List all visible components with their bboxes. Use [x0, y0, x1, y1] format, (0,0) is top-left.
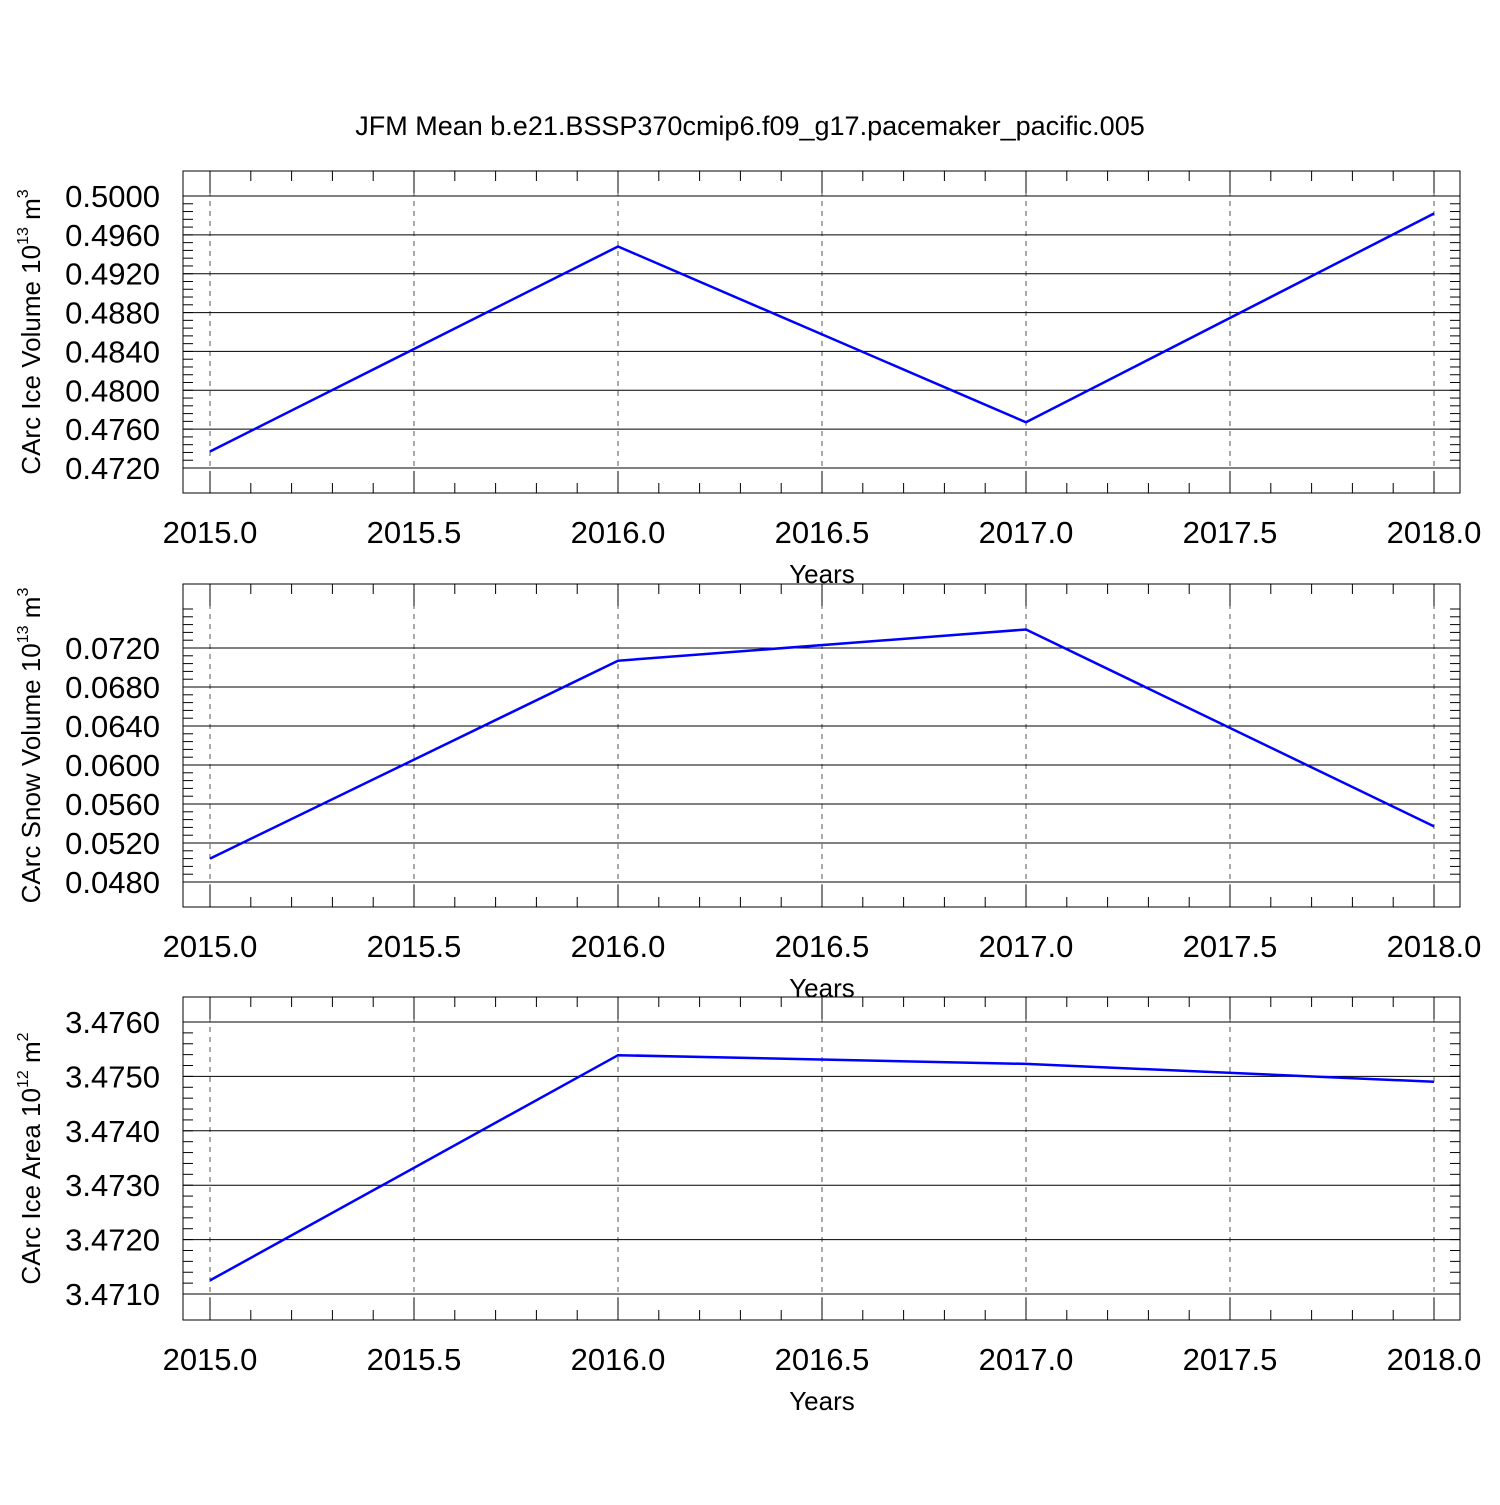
- x-tick-label: 2018.0: [1387, 515, 1482, 550]
- y-tick-label: 0.0680: [65, 670, 160, 705]
- y-tick-label: 3.4720: [65, 1223, 160, 1258]
- y-tick-label: 3.4740: [65, 1114, 160, 1149]
- y-tick-label: 0.0720: [65, 631, 160, 666]
- x-tick-label: 2016.5: [775, 1342, 870, 1377]
- y-tick-label: 0.4760: [65, 412, 160, 447]
- y-tick-label: 0.4920: [65, 257, 160, 292]
- x-tick-label: 2015.5: [367, 929, 462, 964]
- y-axis-label: CArc Ice Area 1012 m2: [15, 1032, 46, 1284]
- y-tick-label: 0.0600: [65, 748, 160, 783]
- panel-3: 2015.0 2015.5 2016.0 2016.5 2017.0 2017.5 2018…: [15, 997, 1481, 1416]
- x-tick-label: 2018.0: [1387, 1342, 1482, 1377]
- y-axis-label: CArc Ice Volume 1013 m3: [15, 189, 46, 474]
- y-tick-label: 3.4710: [65, 1277, 160, 1312]
- y-tick-label: 0.4720: [65, 451, 160, 486]
- x-tick-label: 2015.5: [367, 1342, 462, 1377]
- y-tick-label: 0.4840: [65, 334, 160, 369]
- chart-title: JFM Mean b.e21.BSSP370cmip6.f09_g17.pace…: [355, 111, 1144, 141]
- x-tick-label: 2015.0: [163, 515, 258, 550]
- x-tick-label: 2016.0: [571, 515, 666, 550]
- x-axis-label: Years: [789, 1386, 855, 1416]
- x-tick-label: 2015.0: [163, 1342, 258, 1377]
- x-tick-label: 2017.0: [979, 929, 1074, 964]
- y-tick-label: 0.5000: [65, 179, 160, 214]
- y-tick-label: 3.4760: [65, 1005, 160, 1040]
- y-tick-label: 0.0520: [65, 826, 160, 861]
- y-axis-label: CArc Snow Volume 1013 m3: [15, 588, 46, 904]
- y-tick-label: 0.0560: [65, 787, 160, 822]
- x-tick-label: 2016.0: [571, 1342, 666, 1377]
- x-tick-label: 2018.0: [1387, 929, 1482, 964]
- x-tick-label: 2017.5: [1183, 929, 1278, 964]
- y-tick-label: 3.4750: [65, 1059, 160, 1094]
- panel-1: 2015.0 2015.5 2016.0 2016.5 2017.0 2017.5 2018…: [15, 171, 1481, 589]
- y-tick-label: 0.4800: [65, 373, 160, 408]
- y-tick-label: 0.4960: [65, 218, 160, 253]
- x-tick-label: 2016.5: [775, 929, 870, 964]
- y-tick-label: 0.0480: [65, 865, 160, 900]
- x-tick-label: 2017.5: [1183, 1342, 1278, 1377]
- x-tick-label: 2015.5: [367, 515, 462, 550]
- x-tick-label: 2017.0: [979, 515, 1074, 550]
- y-tick-label: 0.0640: [65, 709, 160, 744]
- x-tick-label: 2016.0: [571, 929, 666, 964]
- x-tick-label: 2017.0: [979, 1342, 1074, 1377]
- y-tick-label: 3.4730: [65, 1168, 160, 1203]
- y-tick-label: 0.4880: [65, 296, 160, 331]
- panel-2: 2015.0 2015.5 2016.0 2016.5 2017.0 2017.5 2018…: [15, 584, 1481, 1003]
- x-tick-label: 2015.0: [163, 929, 258, 964]
- x-tick-label: 2017.5: [1183, 515, 1278, 550]
- x-tick-label: 2016.5: [775, 515, 870, 550]
